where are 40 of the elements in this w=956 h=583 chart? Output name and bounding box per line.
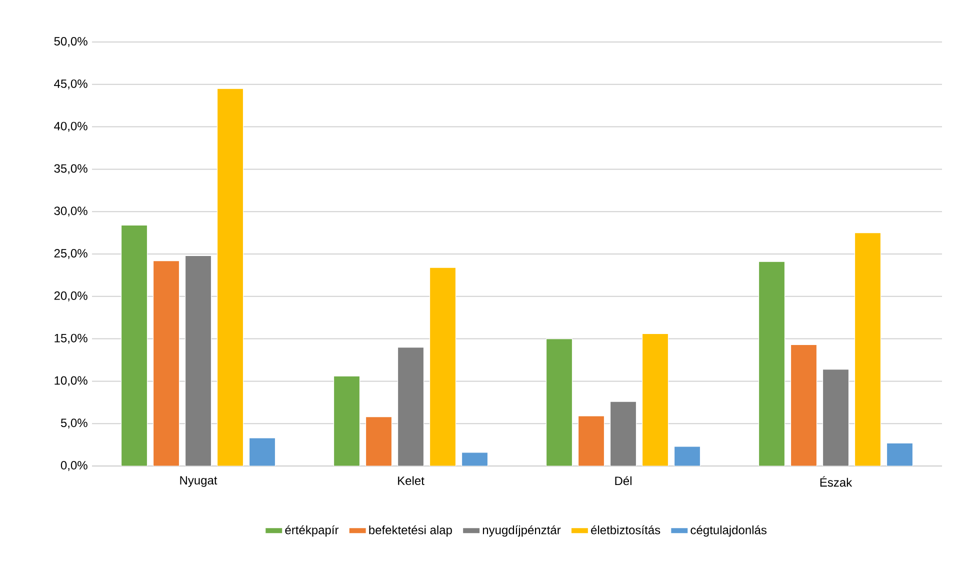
bar [152,260,180,466]
bar [758,261,786,466]
bar [429,267,456,466]
legend-label: értékpapír [285,525,339,537]
y-tick-label: 40,0% [54,122,88,132]
y-tick-label: 35,0% [54,164,88,174]
bar [546,338,573,466]
y-tick-label: 45,0% [54,79,88,90]
bar [610,401,637,466]
bar [216,88,244,466]
bar [642,333,669,466]
bar [461,452,488,466]
y-tick-label: 20,0% [54,291,88,302]
bar [365,416,392,466]
y-tick-label: 25,0% [54,249,88,259]
bar [333,376,360,466]
y-tick-label: 50,0% [54,37,88,47]
x-tick-label: Nyugat [180,476,218,487]
legend-label: életbiztosítás [591,525,660,534]
y-tick-label: 0,0% [60,461,88,471]
bar [674,446,701,466]
bar [248,438,276,466]
bar [886,442,914,466]
legend-label: nyugdíjpénztár [482,525,561,537]
bar [822,369,850,466]
y-tick-label: 30,0% [54,206,88,217]
bar [184,255,212,466]
legend-label: befektetési alap [369,525,452,537]
bar [790,344,818,466]
x-tick-label: Észak [820,476,852,487]
x-tick-label: Dél [615,476,632,486]
bar [578,416,605,466]
x-tick-label: Kelet [398,476,424,485]
bar [397,346,424,466]
bar [120,224,148,466]
legend-label: cégtulajdonlás [690,525,767,537]
bar [854,232,882,466]
y-tick-label: 10,0% [54,376,88,386]
y-tick-label: 5,0% [60,418,88,429]
y-tick-label: 15,0% [54,334,88,344]
